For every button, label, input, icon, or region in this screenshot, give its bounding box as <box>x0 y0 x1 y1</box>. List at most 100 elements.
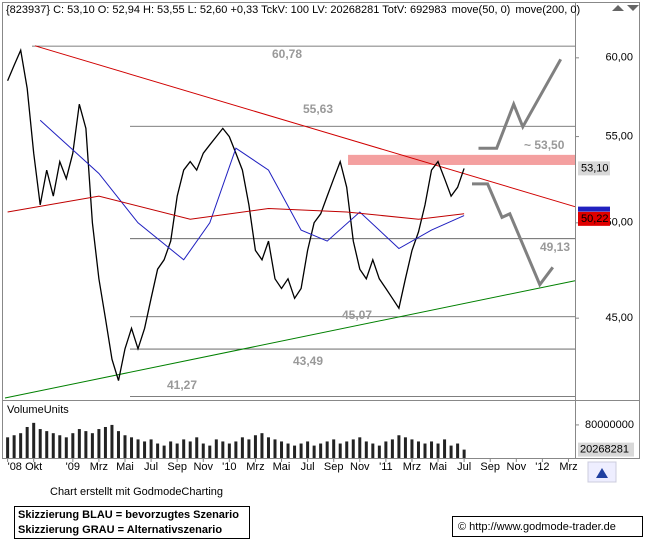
y-tick-label: 80000000 <box>585 419 634 431</box>
volume-bar <box>358 437 362 458</box>
volume-bar <box>64 437 68 458</box>
x-tick-label: Jul <box>144 461 158 473</box>
trendline <box>4 280 576 399</box>
volume-bar <box>286 443 290 458</box>
x-tick-label: Nov <box>507 461 527 473</box>
volume-bar <box>188 441 192 458</box>
tool-icon-arrow <box>596 468 608 478</box>
x-tick-label: Mrz <box>246 461 264 473</box>
volume-bar <box>130 437 134 458</box>
credit: Chart erstellt mit GodmodeCharting <box>50 486 223 498</box>
volume-bar <box>97 429 101 458</box>
copyright-box <box>452 516 643 537</box>
volume-bar <box>436 443 440 458</box>
x-tick-label: '11 <box>379 461 393 473</box>
level-label: 60,78 <box>272 47 302 61</box>
volume-bar <box>136 439 140 458</box>
price-tag <box>578 161 610 176</box>
x-tick-label: Jul <box>457 461 471 473</box>
x-tick-label: '10 <box>222 461 236 473</box>
volume-bar <box>390 439 394 458</box>
volume-bar <box>423 443 427 458</box>
x-tick-label: Okt <box>25 461 42 473</box>
x-tick-label: Nov <box>350 461 370 473</box>
volume-bar <box>12 435 16 458</box>
volume-tag-label: 20268281 <box>580 444 629 456</box>
plot: {823937} C: 53,10 O: 52,94 H: 53,55 L: 5… <box>4 4 634 473</box>
x-tick-label: Mai <box>116 461 134 473</box>
level-label: 41,27 <box>167 378 197 392</box>
volume-bar <box>221 441 225 458</box>
volume-bar <box>377 445 381 458</box>
header-indicator: move(50, 0) <box>452 4 511 16</box>
x-tick-label: '12 <box>535 461 549 473</box>
volume-bar <box>430 441 434 458</box>
volume-bar <box>462 449 466 458</box>
price-tag <box>578 211 610 226</box>
price-line <box>7 48 465 381</box>
volume-bar <box>143 441 147 458</box>
y-tick-label: 50,00 <box>605 217 633 229</box>
x-tick-label: Jul <box>301 461 315 473</box>
level-label: 45,07 <box>342 308 372 322</box>
volume-bar <box>149 439 153 458</box>
volume-bar <box>6 437 10 458</box>
volume-bar <box>247 439 251 458</box>
scenario-path <box>472 182 554 288</box>
volume-bar <box>325 441 329 458</box>
volume-bar <box>332 439 336 458</box>
level-label: 49,13 <box>540 240 570 254</box>
volume-bar <box>443 439 447 458</box>
volume-bar <box>90 433 94 458</box>
volume-bar <box>182 439 186 458</box>
x-tick-label: Sep <box>480 461 500 473</box>
volume-bar <box>71 433 75 458</box>
scroll-down[interactable] <box>627 5 639 11</box>
legend-box <box>14 506 250 539</box>
volume-bar <box>410 439 414 458</box>
volume-bar <box>84 431 88 458</box>
x-tick-label: '08 <box>8 461 22 473</box>
volume-title: VolumeUnits <box>7 404 69 416</box>
volume-bar <box>273 439 277 458</box>
y-tick-label: 45,00 <box>605 312 633 324</box>
volume-bar <box>234 441 238 458</box>
zone-label: ~ 53,50 <box>524 138 565 152</box>
price-tag-label: 53,10 <box>581 162 609 174</box>
header-indicator: move(200, 0) <box>515 4 580 16</box>
volume-bar <box>299 443 303 458</box>
x-tick-label: Mai <box>429 461 447 473</box>
scroll-up[interactable] <box>612 5 624 11</box>
volume-bar <box>364 441 368 458</box>
level-label: 55,63 <box>303 102 333 116</box>
volume-bar <box>260 433 264 458</box>
volume-tag <box>578 442 634 457</box>
volume-bar <box>169 441 173 458</box>
x-tick-label: Sep <box>167 461 187 473</box>
volume-bar <box>449 445 453 458</box>
volume-bar <box>25 426 29 458</box>
y-tick-label: 55,00 <box>605 130 633 142</box>
volume-bar <box>51 433 55 458</box>
moving-average <box>39 119 465 261</box>
volume-bar <box>110 424 114 458</box>
volume-bar <box>253 435 257 458</box>
volume-bar <box>162 445 166 458</box>
volume-bar <box>201 443 205 458</box>
volume-bar <box>77 429 81 458</box>
chart-frame <box>2 2 640 459</box>
volume-bar <box>397 435 401 458</box>
volume-bar <box>45 431 49 458</box>
volume-bar <box>195 437 199 458</box>
volume-bar <box>312 445 316 458</box>
copyright[interactable]: © http://www.godmode-trader.de <box>458 521 616 533</box>
level-label: 43,49 <box>293 354 323 368</box>
resistance-zone <box>348 154 575 165</box>
volume-bar <box>227 443 231 458</box>
x-tick-label: Nov <box>193 461 213 473</box>
x-tick-label: Mai <box>273 461 291 473</box>
volume-bar <box>345 441 349 458</box>
volume-bar <box>58 435 62 458</box>
ma-tag <box>578 206 610 212</box>
